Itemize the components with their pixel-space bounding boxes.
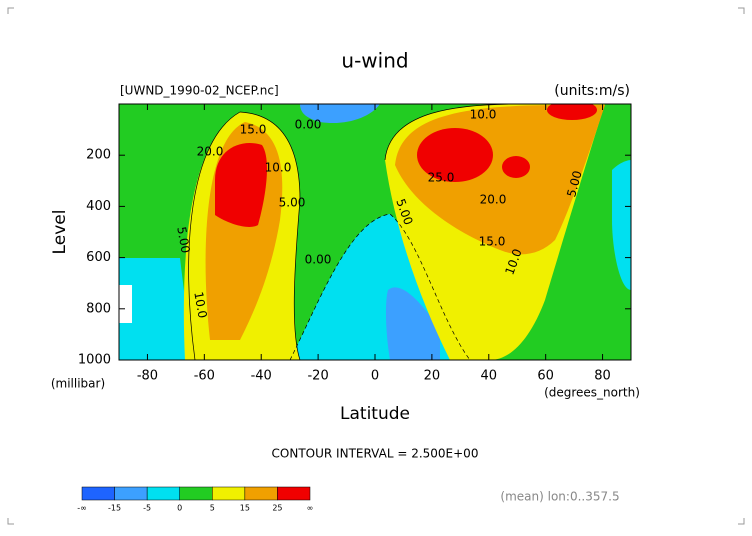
x-tick-label: -40 [251,369,272,384]
x-tick-label: 0 [371,369,379,384]
contour-fill [119,104,631,360]
colorbar-swatch [146,486,180,501]
contour-label: 0.00 [295,118,322,132]
contour-label: 5.00 [564,169,584,198]
contour-label: 10.0 [470,108,497,122]
colorbar-swatch [277,486,311,501]
colorbar-swatch [244,486,278,501]
x-unit-label: (degrees_north) [544,386,640,400]
y-tick-label: 800 [86,301,111,316]
colorbar-label: 0 [177,504,182,513]
x-tick-label: 40 [481,369,498,384]
contour-label: 10.0 [191,291,209,320]
colorbar-label: -5 [143,504,151,513]
contour-label: 20.0 [197,145,224,159]
y-tick-label: 600 [86,250,111,265]
colorbar-swatch [179,486,213,501]
contour-label: 5.00 [279,196,306,210]
colorbar-label: 25 [272,504,282,513]
contour-label: 0.00 [305,253,332,267]
x-tick-label: 80 [594,369,611,384]
colorbar-label: 5 [210,504,215,513]
averaging-label: (mean) lon:0..357.5 [500,490,619,504]
file-label: [UWND_1990-02_NCEP.nc] [120,84,279,98]
contour-label: 5.00 [174,226,192,255]
contour-label: 10.0 [265,161,292,175]
y-tick-label: 200 [86,148,111,163]
x-tick-label: 20 [424,369,441,384]
y-tick-label: 400 [86,199,111,214]
x-tick-label: -60 [194,369,215,384]
colorbar-label: -∞ [77,504,87,513]
colorbar-swatch [114,486,148,501]
colorbar-swatch [81,486,115,501]
contour-label: 20.0 [480,193,507,207]
x-tick-label: -20 [307,369,328,384]
y-tick-label: 1000 [78,353,111,368]
y-axis-label: Level [50,210,70,255]
x-tick-label: 60 [537,369,554,384]
units-label: (units:m/s) [554,83,630,99]
contour-label: 25.0 [428,171,455,185]
colorbar-label: 15 [240,504,250,513]
colorbar-swatch [212,486,246,501]
x-tick-label: -80 [137,369,158,384]
colorbar-label: ∞ [307,504,314,513]
y-unit-label: (millibar) [51,377,105,391]
contour-label: 15.0 [479,235,506,249]
x-axis-label: Latitude [340,404,410,424]
corner-marks [7,7,745,525]
contour-interval: CONTOUR INTERVAL = 2.500E+00 [272,447,479,461]
colorbar-label: -15 [108,504,121,513]
contour-label: 15.0 [240,123,267,137]
chart-title: u-wind [341,49,408,73]
